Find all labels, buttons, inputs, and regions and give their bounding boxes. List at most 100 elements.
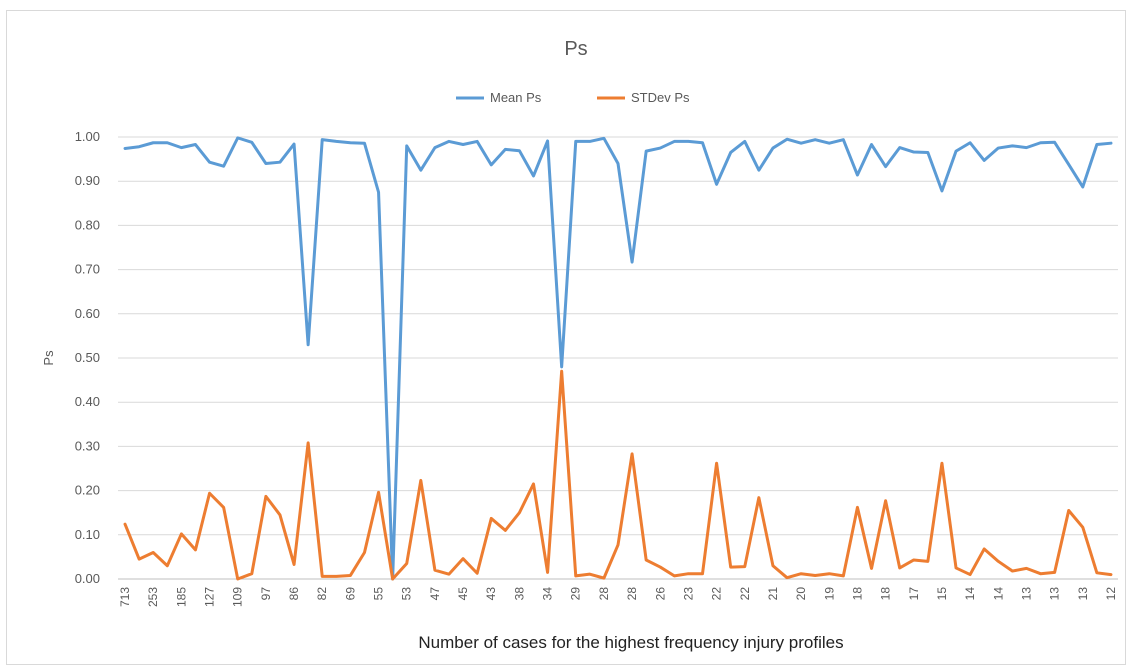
x-tick-label: 29 [569, 587, 583, 601]
data-point-mean-ps [912, 150, 915, 154]
data-point-mean-ps [349, 141, 352, 144]
data-point-mean-ps [419, 168, 423, 172]
data-point-stdev-ps [588, 572, 592, 576]
data-point-mean-ps [166, 141, 169, 144]
data-point-stdev-ps [644, 558, 648, 562]
data-point-mean-ps [701, 141, 704, 144]
data-point-stdev-ps [490, 517, 493, 520]
data-point-stdev-ps [842, 574, 845, 578]
data-point-stdev-ps [250, 572, 254, 575]
data-point-mean-ps [236, 136, 239, 140]
chart-frame [6, 10, 1126, 665]
chart-title: Ps [564, 38, 587, 60]
data-point-mean-ps [813, 138, 817, 141]
data-point-mean-ps [180, 146, 183, 149]
data-point-stdev-ps [419, 479, 423, 482]
data-point-mean-ps [630, 260, 634, 264]
data-point-stdev-ps [715, 461, 718, 465]
data-point-stdev-ps [518, 511, 521, 514]
x-tick-label: 22 [738, 587, 752, 601]
data-point-mean-ps [1039, 141, 1042, 144]
series-lines [123, 136, 1113, 581]
data-point-mean-ps [278, 160, 282, 164]
y-axis-title: Ps [41, 350, 56, 366]
data-point-stdev-ps [968, 573, 972, 576]
data-point-mean-ps [546, 139, 549, 143]
y-tick-label: 0.70 [75, 262, 100, 277]
data-point-mean-ps [644, 149, 648, 153]
x-tick-label: 97 [259, 587, 273, 601]
data-point-stdev-ps [673, 574, 676, 578]
data-point-stdev-ps [166, 564, 169, 567]
y-tick-label: 0.00 [75, 571, 100, 586]
data-point-mean-ps [405, 144, 408, 148]
data-point-mean-ps [194, 143, 197, 146]
y-tick-label: 0.20 [75, 483, 100, 498]
x-tick-label: 19 [822, 587, 836, 601]
x-tick-label: 185 [174, 587, 188, 607]
data-point-mean-ps [461, 143, 465, 146]
data-point-mean-ps [250, 141, 254, 144]
y-tick-label: 0.10 [75, 527, 100, 542]
data-point-mean-ps [1081, 185, 1084, 189]
data-point-stdev-ps [884, 499, 887, 502]
data-point-stdev-ps [898, 566, 901, 570]
data-point-mean-ps [433, 146, 437, 149]
data-point-stdev-ps [771, 564, 775, 567]
data-point-mean-ps [363, 141, 366, 145]
data-point-stdev-ps [264, 495, 268, 498]
y-tick-label: 0.30 [75, 438, 100, 453]
x-tick-label: 28 [597, 587, 611, 601]
data-point-mean-ps [884, 165, 887, 168]
x-tick-label: 13 [1048, 587, 1062, 601]
x-tick-label: 14 [991, 587, 1005, 601]
data-point-mean-ps [447, 140, 451, 143]
x-tick-label: 22 [710, 587, 724, 601]
data-point-stdev-ps [123, 522, 127, 526]
data-point-stdev-ps [602, 576, 606, 580]
data-point-mean-ps [940, 189, 944, 193]
data-point-stdev-ps [1053, 571, 1056, 574]
x-tick-label: 26 [653, 587, 667, 601]
data-point-stdev-ps [1109, 573, 1113, 576]
data-point-mean-ps [306, 343, 310, 346]
x-tick-label: 86 [287, 587, 301, 601]
y-tick-label: 0.90 [75, 173, 100, 188]
data-point-stdev-ps [828, 572, 831, 575]
data-point-stdev-ps [137, 557, 141, 561]
data-point-mean-ps [771, 146, 775, 150]
y-tick-label: 0.60 [75, 306, 100, 321]
data-point-mean-ps [264, 162, 268, 165]
data-point-stdev-ps [278, 513, 282, 517]
y-tick-label: 0.80 [75, 217, 100, 232]
data-point-mean-ps [842, 138, 845, 141]
data-point-mean-ps [1067, 163, 1070, 166]
data-point-mean-ps [687, 140, 690, 143]
data-point-mean-ps [152, 141, 155, 144]
data-point-stdev-ps [912, 558, 915, 562]
data-point-stdev-ps [349, 574, 352, 577]
data-point-mean-ps [898, 146, 901, 149]
data-point-mean-ps [137, 145, 141, 148]
x-tick-label: 713 [118, 587, 132, 607]
data-point-mean-ps [560, 365, 563, 369]
x-tick-label: 109 [231, 587, 245, 607]
data-point-stdev-ps [504, 529, 507, 532]
data-point-mean-ps [518, 149, 521, 152]
x-axis-ticks: 713 253 185 127 109 97 86 82 69 55 53 47 45 43 38 34 29 2… [118, 587, 1118, 607]
data-point-stdev-ps [532, 482, 535, 486]
data-point-mean-ps [292, 142, 296, 146]
data-point-stdev-ps [630, 452, 634, 456]
x-tick-label: 43 [484, 587, 498, 601]
data-point-mean-ps [504, 148, 507, 151]
data-point-stdev-ps [222, 506, 225, 509]
data-point-stdev-ps [743, 565, 746, 568]
data-point-mean-ps [954, 149, 958, 153]
data-point-stdev-ps [208, 492, 211, 495]
data-point-mean-ps [490, 163, 493, 167]
data-point-stdev-ps [659, 565, 662, 569]
data-point-mean-ps [982, 159, 986, 162]
data-point-mean-ps [757, 168, 761, 172]
data-point-mean-ps [377, 191, 380, 194]
data-point-mean-ps [222, 164, 225, 168]
